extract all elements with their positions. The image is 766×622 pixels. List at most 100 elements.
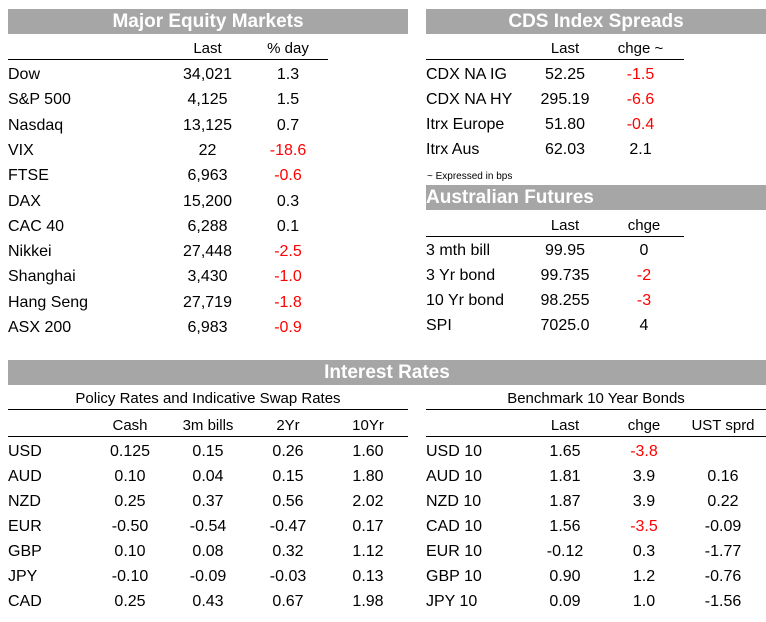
bond-change: 3.9: [632, 493, 656, 510]
table-row: CAD 0.25 0.43 0.67 1.98: [0, 589, 766, 614]
bonds-subtitle: Benchmark 10 Year Bonds: [507, 390, 685, 407]
cds-header: Last chge ~: [0, 39, 766, 59]
cds-title: CDS Index Spreads: [426, 9, 766, 34]
market-last: 13,125: [183, 116, 232, 134]
futures-last: 99.735: [540, 267, 590, 284]
market-last: 27,448: [183, 243, 232, 261]
market-change: -1.0: [274, 268, 302, 286]
futures-header-rule: [426, 236, 684, 237]
rate-value: 1.80: [352, 468, 384, 485]
futures-name: 3 Yr bond: [426, 267, 496, 284]
futures-change: -2: [636, 267, 652, 284]
market-last: 4,125: [187, 91, 228, 109]
futures-last: 99.95: [544, 242, 586, 259]
bonds-header: Last chge UST sprd: [0, 416, 766, 436]
market-last: 22: [198, 141, 217, 159]
policy-header: Cash 3m bills 2Yr 10Yr: [0, 416, 420, 436]
table-row: USD 0.125 0.15 0.26 1.60: [0, 439, 766, 464]
futures-title: Australian Futures: [426, 185, 766, 210]
cds-last: 62.03: [544, 141, 586, 158]
table-row: AUD 10 1.81 3.9 0.16: [0, 464, 766, 489]
market-change: -1.8: [274, 293, 302, 311]
policy-col-2yr: 2Yr: [276, 417, 300, 434]
bond-ust-spread: 0.16: [707, 468, 739, 485]
equity-title: Major Equity Markets: [8, 9, 408, 34]
market-change: 1.5: [276, 91, 300, 109]
table-row: CDX NA IG 52.25 -1.5: [0, 62, 766, 87]
table-row: S&P 500 4,125 1.5: [0, 87, 766, 112]
rate-value: 0.13: [352, 568, 384, 585]
market-change: -2.5: [274, 243, 302, 261]
rate-value: -0.50: [111, 518, 149, 535]
policy-subtitle-rule: [8, 409, 408, 410]
bond-change: 3.9: [632, 468, 656, 485]
table-row: Nasdaq 13,125 0.7: [0, 113, 766, 138]
table-row: Itrx Europe 51.80 -0.4: [0, 112, 766, 137]
policy-col-3m: 3m bills: [182, 417, 234, 434]
rate-value: -0.54: [189, 518, 227, 535]
futures-change: 0: [639, 242, 649, 259]
futures-name: SPI: [426, 317, 452, 334]
market-last: 3,430: [187, 268, 228, 286]
rate-value: 0.37: [192, 493, 224, 510]
futures-name: 10 Yr bond: [426, 292, 504, 309]
table-row: USD 10 1.65 -3.8: [0, 439, 766, 464]
market-name: Nikkei: [8, 243, 52, 261]
table-row: EUR 10 -0.12 0.3 -1.77: [0, 539, 766, 564]
policy-col-cash: Cash: [112, 417, 148, 434]
table-row: Shanghai 3,430 -1.0: [0, 264, 766, 289]
bonds-header-rule: [426, 436, 766, 437]
table-row: GBP 0.10 0.08 0.32 1.12: [0, 539, 766, 564]
futures-col-chg: chge: [627, 217, 661, 234]
rate-value: -0.10: [111, 568, 149, 585]
cds-col-last: Last: [550, 40, 580, 57]
bond-last: 1.87: [549, 493, 581, 510]
market-change: -18.6: [269, 141, 307, 159]
bond-last: 1.56: [549, 518, 581, 535]
rate-value: -0.47: [269, 518, 307, 535]
bond-last: 0.09: [549, 593, 581, 610]
bonds-subtitle-rule: [426, 409, 766, 410]
table-row: 3 Yr bond 99.735 -2: [0, 263, 766, 288]
table-row: Itrx Aus 62.03 2.1: [0, 137, 766, 162]
market-last: 6,983: [187, 319, 228, 336]
cds-last: 295.19: [540, 91, 590, 108]
table-row: 10 Yr bond 98.255 -3: [0, 288, 766, 313]
rate-value: 0.125: [109, 443, 151, 460]
table-row: JPY -0.10 -0.09 -0.03 0.13: [0, 564, 766, 589]
rates-title: Interest Rates: [8, 360, 766, 385]
bond-name: CAD 10: [426, 518, 483, 535]
currency-name: USD: [8, 443, 42, 460]
table-row: EUR -0.50 -0.54 -0.47 0.17: [0, 514, 766, 539]
rate-value: 0.17: [352, 518, 384, 535]
bonds-col-sprd: UST sprd: [691, 417, 755, 434]
rate-value: 0.67: [272, 593, 304, 610]
bond-change: -3.8: [630, 443, 658, 460]
futures-change: 4: [639, 317, 649, 334]
rate-value: 0.08: [192, 543, 224, 560]
market-last: 27,719: [183, 293, 232, 311]
equity-header-rule: [8, 59, 328, 60]
cds-name: Itrx Europe: [426, 116, 505, 133]
bonds-col-chg: chge: [627, 417, 661, 434]
market-last: 15,200: [183, 192, 232, 210]
bonds-col-last: Last: [550, 417, 580, 434]
table-row: CAD 10 1.56 -3.5 -0.09: [0, 514, 766, 539]
market-name: DAX: [8, 192, 41, 210]
bond-last: 1.81: [549, 468, 581, 485]
cds-name: Itrx Aus: [426, 141, 480, 158]
rate-value: -0.03: [269, 568, 307, 585]
market-change: 0.7: [276, 116, 300, 134]
rate-value: 0.32: [272, 543, 304, 560]
equity-col-last: Last: [193, 40, 222, 57]
rate-value: 1.98: [352, 593, 384, 610]
cds-header-rule: [426, 59, 684, 60]
market-name: Nasdaq: [8, 116, 64, 134]
policy-subtitle: Policy Rates and Indicative Swap Rates: [75, 390, 341, 407]
currency-name: JPY: [8, 568, 38, 585]
market-last: 6,288: [187, 217, 228, 235]
market-last: 6,963: [187, 167, 228, 185]
bond-change: 0.3: [632, 543, 656, 560]
bond-ust-spread: -1.56: [704, 593, 742, 610]
rate-value: 0.25: [114, 593, 146, 610]
